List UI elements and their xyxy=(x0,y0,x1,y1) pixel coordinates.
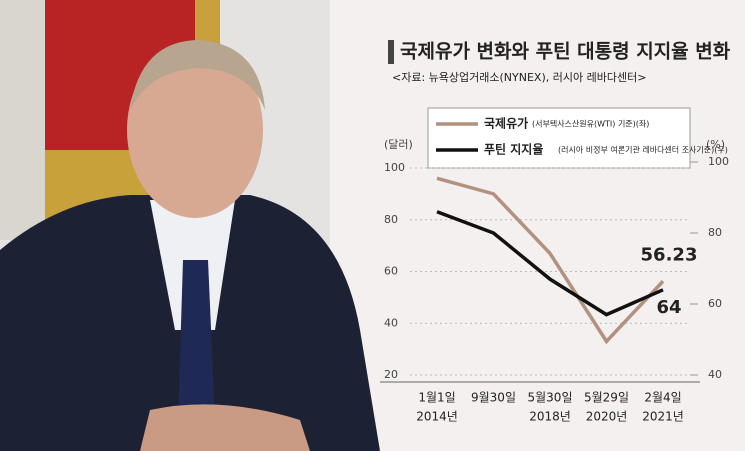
curtain xyxy=(0,0,45,240)
x-tick-label: 5월29일 xyxy=(584,391,629,405)
x-tick-year: 2020년 xyxy=(586,410,628,424)
y2-axis-label: (%) xyxy=(706,138,725,151)
title-bar xyxy=(388,40,394,64)
y-tick-label: 80 xyxy=(384,213,398,226)
y2-tick-label: 40 xyxy=(708,368,722,381)
y-tick-label: 100 xyxy=(384,161,405,174)
y2-tick-label: 80 xyxy=(708,226,722,239)
chart-panel xyxy=(358,0,745,451)
series-line xyxy=(436,176,665,345)
x-tick-label: 9월30일 xyxy=(471,391,516,405)
hands xyxy=(140,404,310,451)
y-tick-label: 40 xyxy=(384,316,398,329)
x-tick-label: 1월1일 xyxy=(418,391,455,405)
legend xyxy=(427,107,691,169)
legend-note: (러시아 비정부 여론기관 레바다센터 조사기준)(우) xyxy=(558,145,728,155)
legend-label: 푸틴 지지율 xyxy=(484,142,543,157)
data-label: 64 xyxy=(656,297,681,318)
face xyxy=(127,42,263,218)
x-tick-year: 2018년 xyxy=(529,410,571,424)
y-axis-label: (달러) xyxy=(384,138,413,151)
y-tick-label: 60 xyxy=(384,265,398,278)
chart-subtitle: <자료: 뉴욕상업거래소(NYNEX), 러시아 레바다센터> xyxy=(392,71,646,84)
hair xyxy=(130,40,265,110)
photo xyxy=(0,0,380,451)
series-line xyxy=(436,210,664,317)
x-tick-year: 2021년 xyxy=(642,410,684,424)
legend-label: 국제유가 xyxy=(484,116,528,131)
chart-title: 국제유가 변화와 푸틴 대통령 지지율 변화 xyxy=(400,41,731,63)
legend-note: (서부텍사스산원유(WTI) 기준)(좌) xyxy=(532,119,649,129)
data-label: 56.23 xyxy=(641,244,698,265)
y2-tick-label: 100 xyxy=(708,155,729,168)
x-tick-label: 5월30일 xyxy=(528,391,573,405)
tie xyxy=(178,260,215,440)
y-tick-label: 20 xyxy=(384,368,398,381)
x-tick-year: 2014년 xyxy=(416,410,458,424)
x-tick-label: 2월4일 xyxy=(644,391,681,405)
y2-tick-label: 60 xyxy=(708,297,722,310)
